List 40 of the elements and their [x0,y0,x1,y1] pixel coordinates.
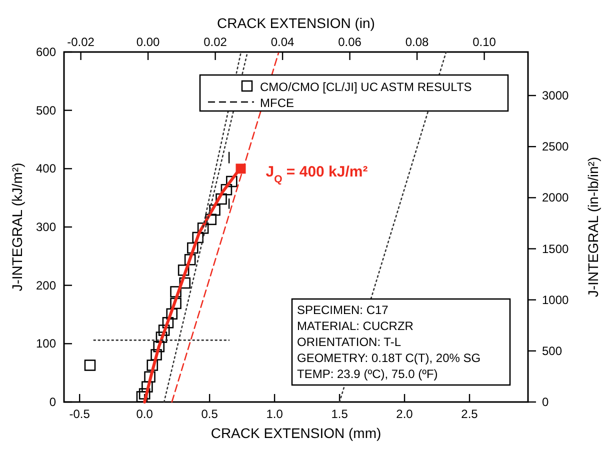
y-tick-label: 400 [36,162,56,176]
annotation: TEMP: 23.9 (ºC), 75.0 (ºF) [297,367,438,381]
x-tick-label: 2.5 [461,407,478,421]
annotation: SPECIMEN: C17 [297,303,389,317]
x2-tick-label: 0.00 [136,35,160,49]
x-tick-label: 0.0 [136,407,154,421]
x2-tick-label: 0.04 [270,35,295,49]
legend-label: MFCE [260,96,294,110]
y2-tick-label: 1000 [542,292,570,307]
y-axis-title: J-INTEGRAL (kJ/m²) [9,162,25,292]
x-tick-label: 2.0 [396,407,414,421]
y2-axis-title: J-INTEGRAL (in-lb/in²) [585,156,601,298]
x2-tick-label: 0.02 [204,35,228,49]
x-tick-label: 1.5 [331,407,348,421]
y2-tick-label: 500 [542,344,562,358]
x-axis-title: CRACK EXTENSION (mm) [210,425,382,441]
x2-tick-label: 0.06 [338,35,362,49]
annotation: GEOMETRY: 0.18T C(T), 20% SG [297,351,481,365]
x-tick-label: -0.5 [69,407,90,421]
y2-tick-label: 3000 [542,88,570,103]
x-tick-label: 0.5 [201,407,218,421]
y2-tick-label: 2500 [542,140,570,154]
y2-tick-label: 1500 [542,242,570,256]
annotation: ORIENTATION: T-L [297,335,402,349]
y-tick-label: 600 [36,45,56,59]
y-tick-label: 100 [36,336,56,351]
legend-label: CMO/CMO [CL/JI] UC ASTM RESULTS [260,80,472,94]
x2-axis-title: CRACK EXTENSION (in) [217,15,375,31]
x2-tick-label: 0.08 [405,35,430,49]
annotation: J$_{Q}$ = 400 kJ/m² [266,164,368,186]
y2-tick-label: 0 [542,395,549,409]
annotation: MATERIAL: CUCRZR [297,319,414,333]
y-tick-label: 300 [36,220,56,234]
y-tick-label: 500 [36,103,56,118]
y-tick-label: 200 [36,278,56,292]
x2-tick-label: 0.10 [472,35,496,49]
y2-tick-label: 2000 [542,190,570,205]
x-tick-label: 1.0 [266,407,284,421]
y-tick-label: 0 [49,395,56,409]
x2-tick-label: -0.02 [67,35,95,49]
